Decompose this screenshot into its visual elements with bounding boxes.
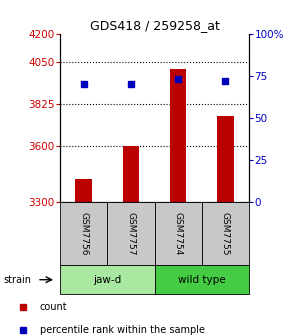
Text: count: count bbox=[40, 302, 67, 312]
Text: wild type: wild type bbox=[178, 275, 226, 285]
Text: percentile rank within the sample: percentile rank within the sample bbox=[40, 325, 205, 335]
Bar bbox=[75, 179, 92, 202]
Bar bbox=[107, 202, 154, 265]
Bar bbox=[154, 202, 202, 265]
Bar bbox=[60, 202, 107, 265]
Bar bbox=[202, 202, 249, 265]
Text: GSM7754: GSM7754 bbox=[174, 212, 183, 255]
Text: strain: strain bbox=[3, 275, 31, 285]
Bar bbox=[170, 69, 186, 202]
Text: GSM7755: GSM7755 bbox=[221, 212, 230, 255]
Point bbox=[128, 81, 133, 87]
Bar bbox=[217, 116, 234, 202]
Bar bbox=[154, 265, 249, 294]
Text: GSM7756: GSM7756 bbox=[79, 212, 88, 255]
Bar bbox=[60, 265, 154, 294]
Title: GDS418 / 259258_at: GDS418 / 259258_at bbox=[90, 19, 219, 33]
Point bbox=[176, 76, 181, 82]
Bar bbox=[123, 145, 139, 202]
Text: jaw-d: jaw-d bbox=[93, 275, 122, 285]
Text: GSM7757: GSM7757 bbox=[126, 212, 135, 255]
Point bbox=[223, 78, 228, 83]
Point bbox=[81, 81, 86, 87]
